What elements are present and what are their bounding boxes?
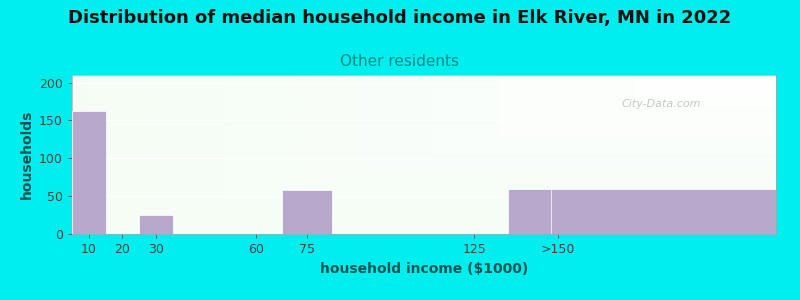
Bar <box>139 215 173 234</box>
Bar <box>508 189 776 234</box>
Y-axis label: households: households <box>19 110 34 199</box>
Bar <box>72 111 106 234</box>
Text: City-Data.com: City-Data.com <box>621 99 701 109</box>
Bar <box>282 190 332 234</box>
X-axis label: household income ($1000): household income ($1000) <box>320 262 528 276</box>
Text: Distribution of median household income in Elk River, MN in 2022: Distribution of median household income … <box>68 9 732 27</box>
Text: Other residents: Other residents <box>341 54 459 69</box>
Bar <box>551 189 776 234</box>
